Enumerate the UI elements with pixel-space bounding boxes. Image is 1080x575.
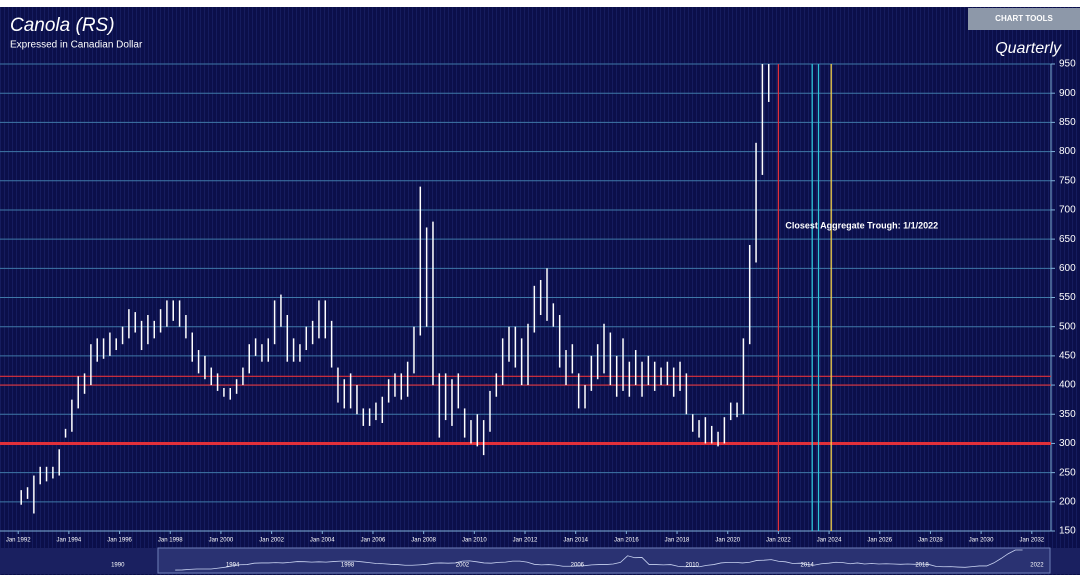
navigator-label: 2022 — [1030, 563, 1044, 569]
x-tick-label: Jan 2030 — [969, 538, 994, 544]
y-tick-label: 700 — [1059, 205, 1076, 216]
y-tick-label: 950 — [1059, 59, 1076, 70]
y-tick-label: 150 — [1059, 526, 1076, 537]
y-tick-label: 900 — [1059, 88, 1076, 99]
x-tick-label: Jan 2022 — [766, 538, 791, 544]
navigator-label: 2002 — [456, 563, 470, 569]
navigator-label: 1994 — [226, 563, 240, 569]
x-tick-label: Jan 2016 — [614, 538, 639, 544]
x-tick-label: Jan 2002 — [259, 538, 284, 544]
y-tick-label: 550 — [1059, 292, 1076, 303]
x-tick-label: Jan 2018 — [665, 538, 690, 544]
x-tick-label: Jan 2012 — [513, 538, 538, 544]
navigator-label: 1990 — [111, 563, 125, 569]
x-tick-label: Jan 2006 — [361, 538, 386, 544]
navigator-label: 2014 — [800, 563, 814, 569]
x-tick-label: Jan 1998 — [158, 538, 183, 544]
y-tick-label: 750 — [1059, 175, 1076, 186]
x-tick-label: Jan 2028 — [918, 538, 943, 544]
period-label: Quarterly — [995, 40, 1062, 57]
chart-tools-label[interactable]: CHART TOOLS — [995, 14, 1053, 23]
x-tick-label: Jan 2014 — [563, 538, 588, 544]
y-tick-label: 450 — [1059, 351, 1076, 362]
x-tick-label: Jan 1996 — [107, 538, 132, 544]
y-tick-label: 600 — [1059, 263, 1076, 274]
x-tick-label: Jan 2004 — [310, 538, 335, 544]
x-tick-label: Jan 2020 — [715, 538, 740, 544]
x-tick-label: Jan 2010 — [462, 538, 487, 544]
x-tick-label: Jan 2000 — [209, 538, 234, 544]
x-tick-label: Jan 2026 — [867, 538, 892, 544]
navigator-line — [175, 549, 1023, 571]
x-tick-label: Jan 1994 — [57, 538, 82, 544]
navigator-label: 2018 — [915, 563, 929, 569]
y-tick-label: 300 — [1059, 438, 1076, 449]
x-tick-label: Jan 1992 — [6, 538, 31, 544]
y-tick-label: 350 — [1059, 409, 1076, 420]
annotation: Closest Aggregate Trough: 1/1/2022 — [785, 220, 938, 230]
x-tick-label: Jan 2032 — [1019, 538, 1044, 544]
y-tick-label: 800 — [1059, 146, 1076, 157]
navigator-label: 2010 — [686, 563, 700, 569]
y-tick-label: 650 — [1059, 234, 1076, 245]
chart-title: Canola (RS) — [10, 15, 115, 36]
navigator-label: 2006 — [571, 563, 585, 569]
y-tick-label: 200 — [1059, 496, 1076, 507]
chart-tools-button[interactable] — [968, 8, 1080, 30]
navigator-label: 1998 — [341, 563, 355, 569]
y-tick-label: 850 — [1059, 117, 1076, 128]
y-tick-label: 500 — [1059, 321, 1076, 332]
x-tick-label: Jan 2008 — [411, 538, 436, 544]
y-tick-label: 250 — [1059, 467, 1076, 478]
navigator-selection — [157, 547, 1051, 574]
chart-subtitle: Expressed in Canadian Dollar — [10, 40, 143, 51]
y-tick-label: 400 — [1059, 380, 1076, 391]
x-tick-label: Jan 2024 — [817, 538, 842, 544]
